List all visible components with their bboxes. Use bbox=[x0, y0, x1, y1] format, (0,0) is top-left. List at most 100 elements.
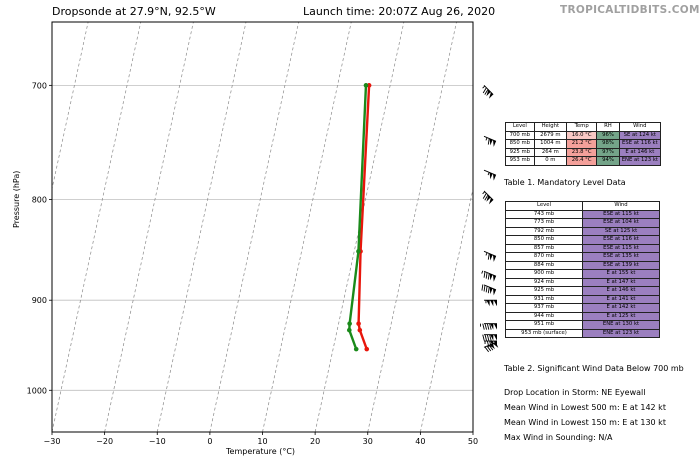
table-row: 951 mb ENE at 130 kt bbox=[505, 320, 660, 330]
level-cell: 850 mb bbox=[505, 139, 535, 149]
level-cell: 937 mb bbox=[505, 303, 583, 313]
x-tick-label: 50 bbox=[468, 437, 478, 446]
barb-full bbox=[487, 286, 490, 294]
wind-barb bbox=[483, 341, 499, 353]
level-cell: 870 mb bbox=[505, 252, 583, 262]
barb-full bbox=[482, 193, 487, 199]
y-tick-label: 900 bbox=[32, 296, 47, 305]
table-header-row: Level Height Temp RH Wind bbox=[505, 122, 662, 132]
barb-flag bbox=[489, 172, 493, 180]
barb-flag bbox=[493, 334, 497, 341]
wind-cell: E at 142 kt bbox=[582, 303, 660, 313]
barb-full bbox=[487, 138, 490, 145]
level-cell: 700 mb bbox=[505, 130, 535, 140]
y-axis-label: Pressure (hPa) bbox=[12, 170, 21, 228]
level-cell: 931 mb bbox=[505, 294, 583, 304]
barb-flag bbox=[493, 140, 497, 147]
x-tick-label: 10 bbox=[257, 437, 267, 446]
x-tick-label: −30 bbox=[44, 437, 61, 446]
wind-barb bbox=[482, 334, 497, 341]
wind-cell: ESE at 115 kt bbox=[582, 209, 660, 219]
level-cell: 850 mb bbox=[505, 235, 583, 245]
barb-full bbox=[481, 284, 484, 291]
barb-flag bbox=[493, 274, 497, 282]
max-wind: Max Wind in Sounding: N/A bbox=[504, 433, 613, 442]
barb-flag bbox=[486, 89, 491, 97]
barb-flag bbox=[488, 197, 494, 205]
wind-cell: ESE at 135 kt bbox=[582, 252, 660, 262]
table-row: 857 mb ESE at 115 kt bbox=[505, 243, 660, 253]
barb-flag bbox=[486, 195, 491, 202]
dewpoint-point bbox=[363, 83, 369, 88]
wind-cell: ESE at 115 kt bbox=[582, 243, 660, 253]
temp-cell: 26.4 °C bbox=[565, 156, 598, 166]
x-tick-label: −20 bbox=[96, 437, 113, 446]
column-header: RH bbox=[596, 122, 620, 132]
temperature-point bbox=[366, 83, 372, 88]
barb-full bbox=[486, 340, 490, 348]
mandatory-table-caption: Table 1. Mandatory Level Data bbox=[504, 178, 626, 187]
barb-flag bbox=[490, 334, 494, 341]
column-header: Wind bbox=[582, 201, 660, 211]
barb-shaft bbox=[483, 250, 497, 257]
table-row: 944 mb E at 125 kt bbox=[505, 311, 660, 321]
wind-cell: ESE at 116 kt bbox=[618, 139, 662, 149]
mean-wind-150m: Mean Wind in Lowest 150 m: E at 130 kt bbox=[504, 418, 666, 427]
mandatory-level-table: Level Height Temp RH Wind 700 mb 2679 m 16.0 °C… bbox=[505, 122, 662, 166]
significant-wind-table: Level Wind 743 mb ESE at 115 kt 773 mb ESE at… bbox=[505, 201, 660, 338]
chart-title-left: Dropsonde at 27.9°N, 92.5°W bbox=[52, 5, 216, 18]
table-row: 850 mb 1004 m 21.2 °C 98% ESE at 116 kt bbox=[505, 139, 662, 149]
level-cell: 900 mb bbox=[505, 269, 583, 279]
wind-cell: SE at 124 kt bbox=[618, 130, 662, 140]
temp-cell: 23.8 °C bbox=[565, 147, 598, 157]
height-cell: 2679 m bbox=[533, 130, 567, 140]
table-row: 884 mb ESE at 139 kt bbox=[505, 260, 660, 270]
level-cell: 951 mb bbox=[505, 320, 583, 330]
barb-half bbox=[481, 270, 484, 274]
temp-cell: 21.2 °C bbox=[565, 139, 598, 149]
tick-layer: −30 −20 −10 0 10 20 30 40 50 700 800 900 1000 bbox=[27, 81, 478, 446]
table-row: 792 mb SE at 125 kt bbox=[505, 226, 660, 236]
dewpoint-point bbox=[346, 327, 352, 333]
barb-full bbox=[488, 344, 494, 351]
barb-full bbox=[484, 334, 487, 341]
isotherm-gridline bbox=[367, 22, 457, 432]
wind-cell: E at 155 kt bbox=[582, 269, 660, 279]
barb-flag bbox=[489, 343, 495, 350]
isotherm-gridline bbox=[104, 22, 194, 432]
barb-flag bbox=[489, 273, 493, 281]
chart-title-right: Launch time: 20:07Z Aug 26, 2020 bbox=[303, 5, 496, 18]
temp-cell: 16.0 °C bbox=[565, 130, 598, 140]
barb-flag bbox=[486, 300, 490, 307]
wind-barbs bbox=[479, 85, 499, 353]
plot-frame bbox=[51, 21, 474, 433]
wind-cell: E at 146 kt bbox=[582, 286, 660, 296]
drop-location: Drop Location in Storm: NE Eyewall bbox=[504, 388, 646, 397]
barb-full bbox=[489, 334, 492, 341]
rh-cell: 97% bbox=[596, 147, 620, 157]
barb-full bbox=[483, 271, 486, 278]
wind-barb bbox=[482, 190, 494, 205]
barb-half bbox=[482, 85, 486, 89]
wind-barb bbox=[483, 250, 497, 262]
barb-flag bbox=[490, 323, 494, 330]
isotherm-gridline bbox=[156, 22, 247, 432]
barb-flag bbox=[488, 92, 494, 99]
wind-barb bbox=[481, 270, 497, 282]
level-cell: 792 mb bbox=[505, 226, 583, 236]
barb-half bbox=[482, 191, 486, 195]
wind-cell: ESE at 139 kt bbox=[582, 260, 660, 270]
x-tick-label: 40 bbox=[415, 437, 425, 446]
barb-flag bbox=[493, 288, 497, 296]
wind-cell: E at 141 kt bbox=[582, 294, 660, 304]
wind-cell: ESE at 104 kt bbox=[582, 218, 660, 228]
wind-cell: SE at 125 kt bbox=[582, 226, 660, 236]
wind-table-caption: Table 2. Significant Wind Data Below 700… bbox=[504, 364, 684, 373]
dewpoint-point bbox=[353, 346, 359, 352]
barb-full bbox=[484, 89, 489, 95]
table-row: 953 mb (surface) ENE at 123 kt bbox=[505, 328, 660, 338]
isotherm-gridline bbox=[209, 22, 299, 432]
rh-cell: 96% bbox=[596, 130, 620, 140]
temperature-point bbox=[364, 346, 370, 352]
